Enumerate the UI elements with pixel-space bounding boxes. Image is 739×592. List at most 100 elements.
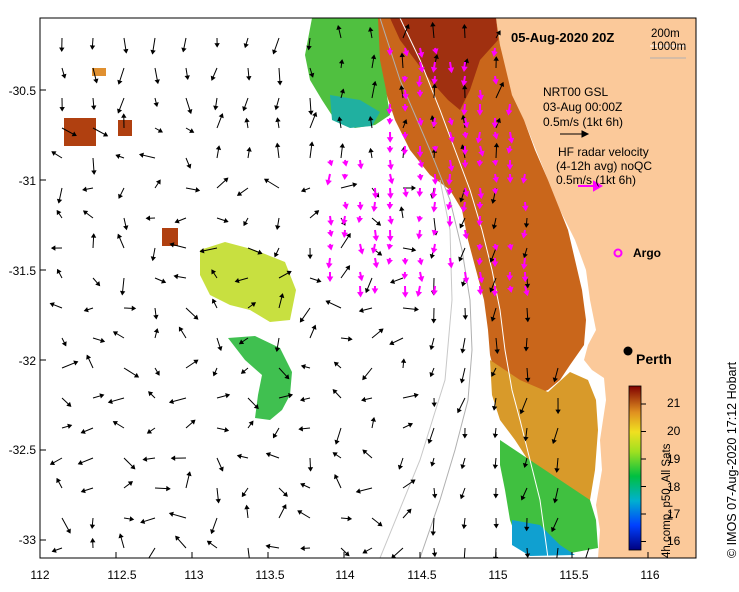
hf-radar-arrow bbox=[506, 159, 514, 171]
nrt-arrow bbox=[334, 427, 342, 445]
hf-radar-arrow bbox=[401, 145, 409, 156]
nrt-arrow bbox=[402, 508, 412, 519]
hf-radar-arrow bbox=[476, 243, 484, 251]
nrt-arrow bbox=[86, 354, 94, 369]
nrt-arrow bbox=[243, 217, 249, 227]
perth-label: Perth bbox=[636, 351, 672, 367]
hf-radar-arrow bbox=[341, 159, 349, 167]
nrt-arrow bbox=[489, 247, 497, 263]
nrt-arrow bbox=[459, 367, 466, 384]
nrt-arrow bbox=[61, 517, 71, 534]
sst-hot-core bbox=[390, 18, 498, 110]
hf-radar-arrow bbox=[386, 131, 394, 143]
perth-marker[interactable] bbox=[623, 346, 633, 356]
nrt-arrow bbox=[524, 517, 530, 532]
hf-radar-arrow bbox=[491, 257, 499, 268]
hf-radar-arrow bbox=[523, 285, 530, 297]
nrt-arrow bbox=[299, 396, 311, 402]
hf-radar-arrow bbox=[491, 285, 499, 297]
nrt-arrow bbox=[462, 427, 468, 439]
hf-radar-arrow bbox=[447, 117, 454, 126]
lon-tick-label: 112 bbox=[30, 568, 50, 582]
nrt-arrow bbox=[59, 97, 65, 112]
hf-radar-arrow bbox=[491, 117, 499, 129]
hf-radar-arrow bbox=[327, 215, 334, 226]
argo-marker[interactable] bbox=[613, 248, 623, 258]
hf-radar-arrow bbox=[357, 159, 364, 170]
nrt-arrow bbox=[56, 268, 63, 279]
lon-tick-label: 114.5 bbox=[407, 568, 437, 582]
hf-radar-arrow bbox=[462, 271, 470, 284]
hf-radar-arrow bbox=[341, 229, 349, 238]
nrt-arrow bbox=[523, 427, 529, 442]
nrt-arrow bbox=[358, 307, 373, 313]
hf-radar-arrow bbox=[477, 187, 485, 200]
hf-radar-arrow bbox=[520, 257, 528, 270]
hf-radar-arrow bbox=[446, 187, 453, 196]
nrt-arrow bbox=[216, 427, 230, 433]
nrt-arrow bbox=[274, 142, 281, 159]
legend-hf-line2: (4-12h avg) noQC bbox=[556, 159, 653, 173]
hf-radar-arrow bbox=[401, 271, 409, 280]
nrt-arrow bbox=[154, 179, 161, 189]
nrt-arrow bbox=[462, 307, 469, 320]
nrt-arrow bbox=[178, 326, 187, 339]
nrt-arrow bbox=[117, 233, 125, 249]
nrt-arrow bbox=[216, 113, 224, 129]
credit-label: © IMOS 07-Aug-2020 17:12 Hobart bbox=[725, 361, 739, 558]
nrt-arrow bbox=[362, 547, 373, 554]
hf-radar-arrow bbox=[506, 271, 514, 281]
nrt-arrow bbox=[216, 177, 229, 189]
lat-tick-label: -33 bbox=[18, 533, 36, 547]
nrt-arrow bbox=[431, 83, 438, 99]
nrt-arrow bbox=[495, 30, 501, 39]
nrt-arrow bbox=[56, 477, 63, 489]
nrt-arrow bbox=[278, 293, 285, 309]
hf-radar-arrow bbox=[448, 131, 455, 143]
bathy-1000m-contour bbox=[379, 18, 473, 558]
hf-radar-arrow bbox=[430, 187, 438, 199]
hf-radar-arrow bbox=[386, 145, 394, 154]
nrt-arrow bbox=[298, 426, 311, 432]
nrt-arrow bbox=[246, 146, 252, 159]
nrt-arrow bbox=[431, 307, 437, 324]
nrt-arrow bbox=[274, 337, 281, 353]
nrt-arrow bbox=[278, 504, 287, 519]
nrt-arrow bbox=[82, 186, 94, 192]
hf-radar-arrow bbox=[418, 61, 425, 73]
hf-radar-arrow bbox=[447, 257, 455, 269]
hf-radar-arrow bbox=[431, 285, 438, 296]
nrt-arrow bbox=[154, 485, 171, 492]
nrt-arrow bbox=[272, 37, 280, 55]
nrt-arrow bbox=[123, 37, 129, 54]
nrt-arrow bbox=[523, 337, 529, 352]
nrt-arrow bbox=[51, 547, 63, 553]
nrt-arrow bbox=[525, 367, 531, 383]
nrt-arrow bbox=[371, 517, 383, 527]
hf-radar-arrow bbox=[416, 215, 424, 223]
nrt-arrow bbox=[432, 487, 438, 499]
nrt-arrow bbox=[275, 117, 281, 129]
nrt-arrow bbox=[246, 67, 252, 81]
hf-radar-arrow bbox=[416, 145, 424, 158]
nrt-arrow bbox=[265, 452, 280, 459]
nrt-arrow bbox=[61, 397, 72, 407]
hf-radar-arrow bbox=[417, 257, 424, 266]
map-title: 05-Aug-2020 20Z bbox=[511, 30, 615, 45]
nrt-arrow bbox=[355, 487, 373, 494]
nrt-arrow bbox=[325, 300, 342, 309]
nrt-arrow bbox=[92, 337, 106, 343]
nrt-arrow bbox=[150, 247, 157, 262]
nrt-arrow bbox=[337, 116, 343, 129]
nrt-arrow bbox=[340, 182, 358, 189]
nrt-arrow bbox=[216, 337, 223, 352]
nrt-arrow bbox=[371, 217, 382, 226]
nrt-arrow bbox=[89, 517, 96, 530]
legend-nrt-line2: 03-Aug 00:00Z bbox=[543, 100, 623, 114]
nrt-arrow bbox=[300, 545, 311, 551]
nrt-arrow bbox=[274, 97, 280, 111]
hf-radar-arrow bbox=[372, 257, 380, 269]
hf-radar-arrow bbox=[461, 159, 469, 169]
hf-radar-arrow bbox=[461, 145, 469, 156]
